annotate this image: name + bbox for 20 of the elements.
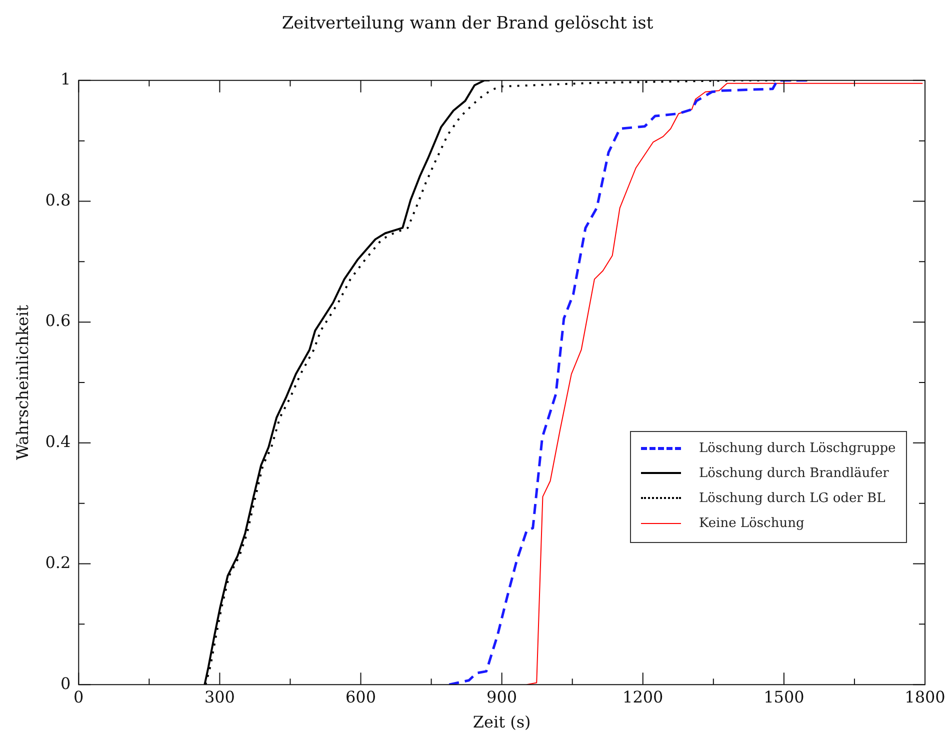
- x-tick-label: 1200: [622, 687, 664, 706]
- y-tick-label: 0.8: [45, 190, 71, 210]
- x-tick-label: 1800: [904, 687, 946, 706]
- y-tick-label: 0.6: [45, 311, 71, 330]
- x-tick-label: 0: [74, 687, 84, 706]
- x-tick-label: 600: [345, 687, 376, 706]
- y-tick-label: 1: [60, 70, 71, 89]
- legend-label: Löschung durch Brandläufer: [699, 466, 889, 481]
- y-axis-title: Wahrscheinlichkeit: [12, 304, 32, 460]
- legend-label: Keine Löschung: [699, 516, 804, 531]
- legend-label: Löschung durch Löschgruppe: [699, 440, 896, 456]
- x-tick-label: 300: [204, 687, 235, 706]
- y-tick-label: 0.4: [45, 432, 71, 452]
- x-axis-title: Zeit (s): [472, 712, 531, 732]
- x-tick-label: 900: [486, 687, 518, 706]
- legend-label: Löschung durch LG oder BL: [699, 490, 886, 506]
- y-tick-label: 0.2: [45, 552, 71, 572]
- x-tick-label: 1500: [764, 687, 804, 706]
- y-tick-label: 0: [60, 674, 71, 693]
- chart-title: Zeitverteilung wann der Brand gelöscht ist: [282, 14, 654, 34]
